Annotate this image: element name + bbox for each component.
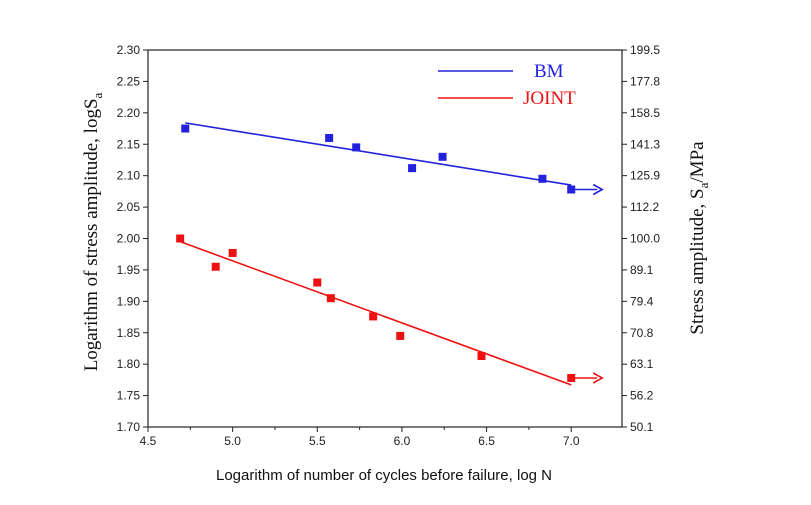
left-y-tick-label: 2.15 <box>117 137 141 151</box>
fit-lines <box>179 122 604 386</box>
left-y-axis-label: Logarithm of stress amplitude, logSa <box>81 92 105 371</box>
runout-arrow-head-joint <box>592 372 604 384</box>
right-y-tick-label: 50.1 <box>630 420 654 434</box>
x-tick-label: 5.0 <box>224 434 241 448</box>
data-point-joint <box>477 351 486 360</box>
legend-label-bm: BM <box>534 61 564 82</box>
right-y-tick-label: 79.4 <box>630 294 654 308</box>
x-axis-label: Logarithm of number of cycles before fai… <box>216 467 552 484</box>
left-y-tick-label: 1.75 <box>117 389 141 403</box>
left-y-tick-label: 1.70 <box>117 420 141 434</box>
data-point-bm <box>538 174 547 183</box>
data-point-bm <box>352 143 361 152</box>
data-point-bm <box>325 133 334 142</box>
data-point-joint <box>326 294 335 303</box>
right-y-tick-label: 100.0 <box>630 232 660 246</box>
left-y-tick-label: 1.80 <box>117 357 141 371</box>
data-points <box>176 124 576 382</box>
left-y-tick-label: 2.20 <box>117 106 141 120</box>
left-y-tick-label: 2.00 <box>117 232 141 246</box>
left-y-tick-label: 2.05 <box>117 200 141 214</box>
left-y-tick-label: 1.90 <box>117 294 141 308</box>
data-point-joint <box>369 312 378 321</box>
right-y-tick-label: 56.2 <box>630 389 654 403</box>
left-y-tick-label: 2.10 <box>117 169 141 183</box>
data-point-joint <box>567 373 576 382</box>
x-tick-label: 6.5 <box>478 434 495 448</box>
data-point-bm <box>438 152 447 161</box>
right-y-tick-label: 63.1 <box>630 357 654 371</box>
left-y-tick-label: 1.95 <box>117 263 141 277</box>
right-y-axis-ticks: 50.1 56.2 63.1 70.8 79.4 89.1 100.0 112.2 125.9 1… <box>622 43 660 434</box>
right-y-tick-label: 89.1 <box>630 263 654 277</box>
runout-arrow-head-bm <box>592 183 604 196</box>
data-point-bm <box>181 124 190 133</box>
right-y-tick-label: 70.8 <box>630 326 654 340</box>
legend: BM JOINT <box>438 61 576 109</box>
x-axis-ticks: 4.5 5.0 5.5 6.0 6.5 7.0 <box>140 427 580 448</box>
data-point-joint <box>176 234 185 243</box>
left-y-tick-label: 1.85 <box>117 326 141 340</box>
data-point-joint <box>313 278 322 287</box>
left-y-axis-ticks: 1.70 1.75 1.80 1.85 1.90 1.95 2.00 2.05 2.10 2.15… <box>117 43 148 434</box>
x-tick-label: 5.5 <box>309 434 326 448</box>
right-y-tick-label: 199.5 <box>630 43 660 57</box>
legend-label-joint: JOINT <box>523 88 576 109</box>
data-point-joint <box>228 248 237 257</box>
data-point-bm <box>567 185 576 194</box>
data-point-joint <box>396 331 405 340</box>
fit-line-bm <box>185 122 572 186</box>
data-point-joint <box>211 262 220 271</box>
x-tick-label: 6.0 <box>394 434 411 448</box>
right-y-tick-label: 177.8 <box>630 74 660 88</box>
right-y-tick-label: 112.2 <box>630 200 659 214</box>
x-tick-label: 4.5 <box>140 434 157 448</box>
right-y-tick-label: 125.9 <box>630 169 660 183</box>
right-y-axis-label: Stress amplitude, Sa/MPa <box>687 141 711 335</box>
data-point-bm <box>408 164 417 173</box>
left-y-tick-label: 2.30 <box>117 43 141 57</box>
right-y-tick-label: 158.5 <box>630 106 660 120</box>
left-y-tick-label: 2.25 <box>117 74 141 88</box>
right-y-tick-label: 141.3 <box>630 137 660 151</box>
x-tick-label: 7.0 <box>563 434 580 448</box>
